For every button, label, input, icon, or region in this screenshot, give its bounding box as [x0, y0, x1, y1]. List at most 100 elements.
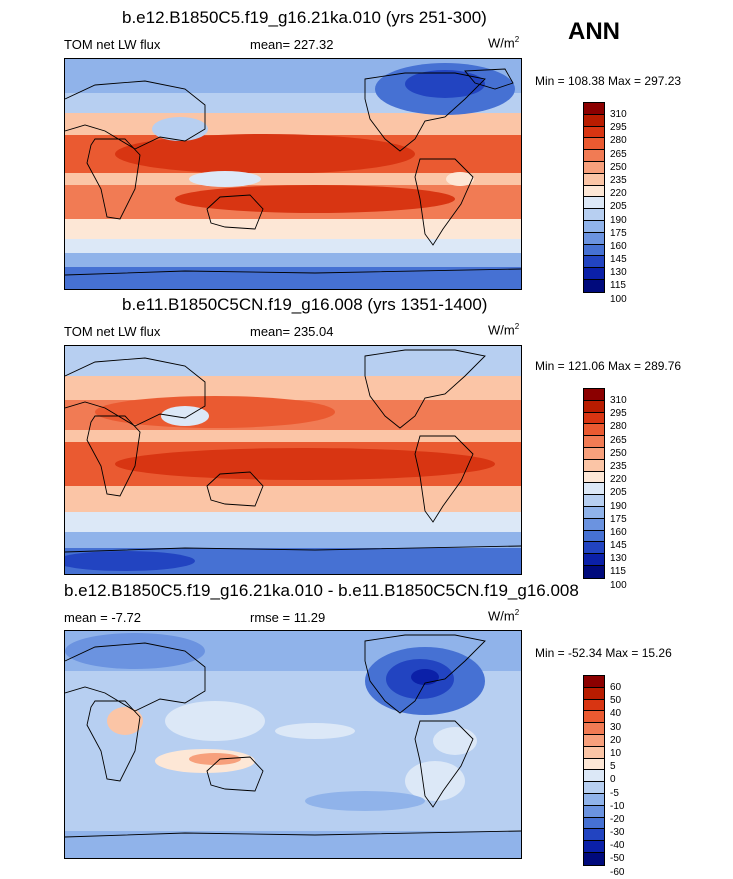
- colorbar-label: 50: [610, 695, 622, 707]
- colorbar-label: 145: [610, 540, 627, 552]
- colorbar-swatch: [584, 412, 604, 425]
- colorbar-label: 60: [610, 682, 622, 693]
- season-label: ANN: [568, 18, 620, 45]
- colorbar-swatch: [584, 805, 604, 818]
- colorbar-label: 160: [610, 526, 627, 538]
- colorbar-label: 190: [610, 500, 627, 512]
- panel-2-variable: TOM net LW flux: [64, 324, 161, 339]
- colorbar-swatch: [584, 389, 604, 401]
- colorbar-swatch: [584, 829, 604, 842]
- colorbar-swatch: [584, 447, 604, 460]
- colorbar-label: 160: [610, 240, 627, 252]
- panel-3-map: [64, 630, 522, 859]
- colorbar-swatch: [584, 173, 604, 186]
- colorbar-label: 235: [610, 174, 627, 186]
- colorbar-swatch: [584, 436, 604, 448]
- colorbar-label: 250: [610, 161, 627, 173]
- colorbar-swatch: [584, 114, 604, 127]
- colorbar-label: 115: [610, 280, 626, 292]
- colorbar-label: 220: [610, 474, 627, 486]
- panel-2-map: [64, 345, 522, 575]
- panel-1-minmax: Min = 108.38 Max = 297.23: [535, 74, 682, 88]
- colorbar-label: 40: [610, 708, 622, 720]
- colorbar-swatch: [584, 459, 604, 472]
- colorbar-swatch: [584, 758, 604, 771]
- panel-1-map: [64, 58, 522, 290]
- panel-2-units: W/m2: [488, 322, 520, 338]
- colorbar-swatch: [584, 793, 604, 806]
- colorbar-swatch: [584, 687, 604, 700]
- colorbar-label: 100: [610, 579, 627, 591]
- panel-1-units: W/m2: [488, 35, 520, 51]
- colorbar-swatch: [584, 542, 604, 555]
- panel-3-minmax: Min = -52.34 Max = 15.26: [535, 646, 672, 660]
- colorbar-label: 295: [610, 122, 627, 134]
- panel-2-minmax: Min = 121.06 Max = 289.76: [535, 359, 682, 373]
- colorbar-label: 0: [610, 774, 616, 786]
- colorbar-label: 295: [610, 408, 627, 420]
- colorbar-label: 235: [610, 460, 627, 472]
- colorbar-label: -50: [610, 853, 625, 865]
- panel-1-variable: TOM net LW flux: [64, 37, 161, 52]
- colorbar-swatch: [584, 518, 604, 531]
- colorbar-swatch: [584, 746, 604, 759]
- panel-1-colorbar: [583, 102, 605, 293]
- colorbar-swatch: [584, 424, 604, 437]
- colorbar-label: 220: [610, 188, 627, 200]
- panel-3-units: W/m2: [488, 608, 520, 624]
- colorbar-label: -60: [610, 866, 625, 878]
- colorbar-swatch: [584, 185, 604, 198]
- colorbar-swatch: [584, 565, 604, 578]
- colorbar-swatch: [584, 699, 604, 712]
- colorbar-label: 175: [610, 513, 627, 525]
- colorbar-label: 280: [610, 135, 627, 147]
- colorbar-swatch: [584, 244, 604, 257]
- colorbar-label: 310: [610, 395, 627, 406]
- colorbar-swatch: [584, 495, 604, 507]
- colorbar-label: 265: [610, 148, 627, 160]
- panel-2-colorbar-labels: 310 295 280 265 250 235 220 205 190 175 …: [610, 394, 627, 592]
- colorbar-label: -40: [610, 840, 625, 852]
- colorbar-swatch: [584, 676, 604, 688]
- colorbar-label: 175: [610, 227, 627, 239]
- colorbar-label: 130: [610, 267, 627, 279]
- colorbar-swatch: [584, 841, 604, 853]
- colorbar-label: 310: [610, 109, 627, 120]
- colorbar-label: 10: [610, 747, 622, 759]
- panel-3-map-field: [65, 631, 521, 858]
- colorbar-swatch: [584, 530, 604, 543]
- panel-1-colorbar-labels: 310 295 280 265 250 235 220 205 190 175 …: [610, 108, 627, 306]
- colorbar-swatch: [584, 506, 604, 519]
- colorbar-swatch: [584, 554, 604, 566]
- panel-2-mean: mean= 235.04: [250, 324, 334, 339]
- colorbar-swatch: [584, 483, 604, 496]
- colorbar-swatch: [584, 103, 604, 115]
- panel-3-mean: mean = -7.72: [64, 610, 141, 625]
- colorbar-label: 30: [610, 721, 622, 733]
- colorbar-swatch: [584, 279, 604, 292]
- panel-3-title: b.e12.B1850C5.f19_g16.21ka.010 - b.e11.B…: [64, 581, 579, 600]
- colorbar-label: 265: [610, 434, 627, 446]
- colorbar-swatch: [584, 209, 604, 221]
- colorbar-swatch: [584, 268, 604, 280]
- panel-1-mean: mean= 227.32: [250, 37, 334, 52]
- panel-3-colorbar-labels: 60 50 40 30 20 10 5 0 -5 -10 -20 -30 -40…: [610, 681, 624, 879]
- colorbar-swatch: [584, 711, 604, 724]
- panel-1-map-field: [65, 59, 521, 289]
- panel-1-title: b.e12.B1850C5.f19_g16.21ka.010 (yrs 251-…: [122, 8, 487, 27]
- colorbar-label: 190: [610, 214, 627, 226]
- colorbar-label: 115: [610, 566, 626, 578]
- colorbar-label: 250: [610, 447, 627, 459]
- colorbar-swatch: [584, 138, 604, 151]
- colorbar-swatch: [584, 220, 604, 233]
- colorbar-swatch: [584, 852, 604, 865]
- colorbar-label: 205: [610, 487, 627, 499]
- colorbar-swatch: [584, 782, 604, 794]
- colorbar-label: -10: [610, 800, 625, 812]
- colorbar-swatch: [584, 161, 604, 174]
- colorbar-label: -30: [610, 827, 625, 839]
- colorbar-swatch: [584, 817, 604, 830]
- panel-2-map-field: [65, 346, 521, 574]
- colorbar-label: -5: [610, 787, 619, 799]
- colorbar-swatch: [584, 734, 604, 747]
